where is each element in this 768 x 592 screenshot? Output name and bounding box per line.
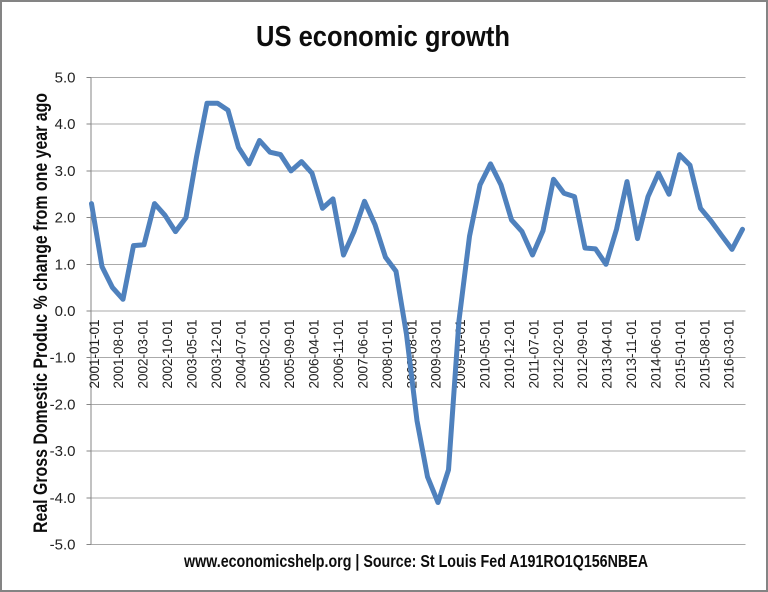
svg-text:2009-03-01: 2009-03-01 (429, 320, 444, 389)
svg-text:-2.0: -2.0 (50, 396, 76, 413)
svg-text:2001-08-01: 2001-08-01 (111, 320, 126, 389)
svg-text:-1.0: -1.0 (50, 350, 76, 367)
svg-text:2011-07-01: 2011-07-01 (526, 320, 541, 389)
svg-text:2010-05-01: 2010-05-01 (478, 320, 493, 389)
svg-text:2008-01-01: 2008-01-01 (380, 320, 395, 389)
svg-text:2005-09-01: 2005-09-01 (282, 320, 297, 389)
svg-text:2003-05-01: 2003-05-01 (185, 320, 200, 389)
svg-text:5.0: 5.0 (55, 70, 76, 87)
svg-text:2003-12-01: 2003-12-01 (209, 320, 224, 389)
svg-text:0.0: 0.0 (55, 303, 76, 320)
svg-text:2010-12-01: 2010-12-01 (502, 320, 517, 389)
svg-text:-3.0: -3.0 (50, 443, 76, 460)
svg-text:Real Gross Domestic Produc % c: Real Gross Domestic Produc % change from… (31, 93, 52, 533)
svg-text:4.0: 4.0 (55, 116, 76, 133)
svg-text:US economic growth: US economic growth (256, 21, 510, 53)
svg-text:2002-03-01: 2002-03-01 (136, 320, 151, 389)
svg-text:2012-09-01: 2012-09-01 (575, 320, 590, 389)
svg-text:3.0: 3.0 (55, 163, 76, 180)
svg-text:2013-11-01: 2013-11-01 (624, 320, 639, 389)
svg-text:2004-07-01: 2004-07-01 (233, 320, 248, 389)
svg-text:-5.0: -5.0 (50, 537, 76, 554)
svg-text:2006-04-01: 2006-04-01 (307, 320, 322, 389)
svg-text:2012-02-01: 2012-02-01 (551, 320, 566, 389)
svg-text:-4.0: -4.0 (50, 490, 76, 507)
svg-text:2014-06-01: 2014-06-01 (649, 320, 664, 389)
svg-text:2016-03-01: 2016-03-01 (722, 320, 737, 389)
svg-text:2015-01-01: 2015-01-01 (673, 320, 688, 389)
svg-text:2001-01-01: 2001-01-01 (87, 320, 102, 389)
svg-text:1.0: 1.0 (55, 256, 76, 273)
svg-text:www.economicshelp.org | Source: www.economicshelp.org | Source: St Louis… (183, 551, 648, 571)
svg-text:2013-04-01: 2013-04-01 (600, 320, 615, 389)
svg-text:2002-10-01: 2002-10-01 (160, 320, 175, 389)
svg-text:2006-11-01: 2006-11-01 (331, 320, 346, 389)
svg-text:2015-08-01: 2015-08-01 (697, 320, 712, 389)
svg-text:2007-06-01: 2007-06-01 (355, 320, 370, 389)
svg-text:2.0: 2.0 (55, 210, 76, 227)
svg-text:2005-02-01: 2005-02-01 (258, 320, 273, 389)
